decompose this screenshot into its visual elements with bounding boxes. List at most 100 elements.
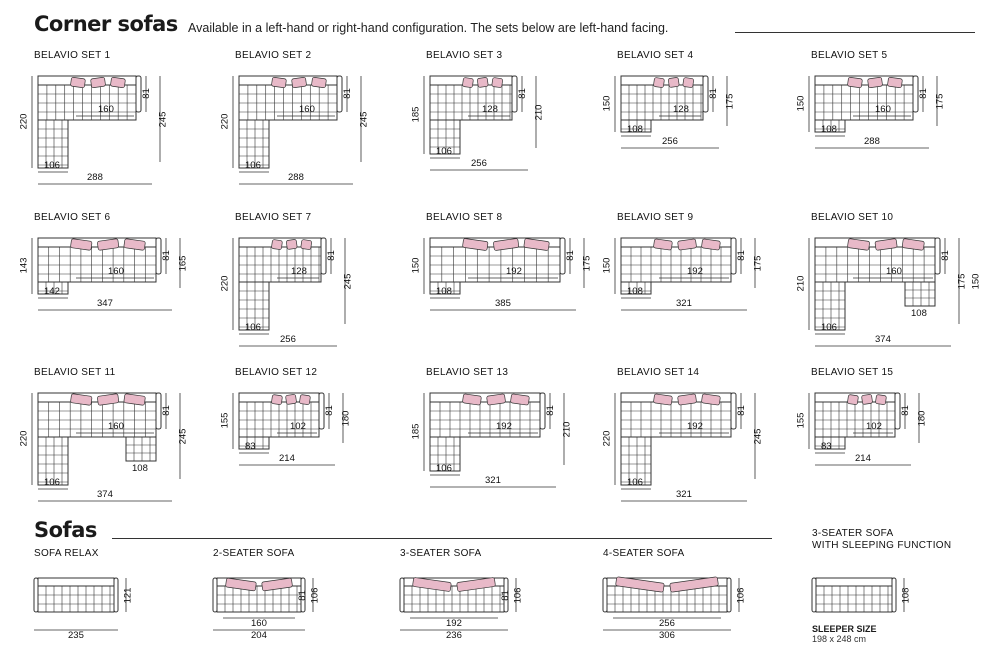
set-6-chaise-dim: 142 [44, 286, 60, 297]
set-8-seat-dim: 192 [506, 266, 522, 277]
set-2-depth: 81 [341, 88, 353, 99]
set-5-depth: 81 [917, 88, 929, 99]
set-7-seat [238, 246, 322, 283]
sofas-heading: Sofas [34, 518, 97, 542]
set-2-label: BELAVIO SET 2 [235, 50, 312, 61]
set-6-arm [155, 237, 162, 275]
set-9-label: BELAVIO SET 9 [617, 212, 694, 223]
set-13-left-height: 185 [410, 423, 422, 440]
set-14-seat [620, 401, 732, 438]
set-1-right-height: 245 [157, 111, 169, 128]
set-15-chaise-dim: 83 [821, 441, 832, 452]
sofas-rule [112, 538, 772, 539]
set-14-depth: 81 [735, 405, 747, 416]
set-13-cushion [462, 393, 482, 406]
set-8-chaise-dim: 108 [436, 286, 452, 297]
sofa-3-arm-left [399, 577, 405, 613]
set-2-arm [336, 75, 343, 113]
sofa-1-arm-left [33, 577, 39, 613]
sofa-1-label: SOFA RELAX [34, 548, 99, 559]
set-14-left-height: 220 [601, 430, 613, 447]
set-10-extra-height: 150 [970, 273, 982, 290]
sofa-5-arm-left [811, 577, 817, 613]
set-4-depth: 81 [707, 88, 719, 99]
set-15-cushion [847, 394, 859, 405]
set-8-seat [429, 246, 561, 283]
set-2-right-height: 245 [358, 111, 370, 128]
set-9-right-height: 175 [752, 255, 764, 272]
corner-sofas-heading: Corner sofas [34, 12, 178, 36]
set-10-arm [934, 237, 941, 275]
set-3-total-dim: 256 [471, 158, 487, 169]
set-11-label: BELAVIO SET 11 [34, 367, 116, 378]
sofa-4-seat-dim: 256 [659, 618, 675, 629]
set-7-chaise [238, 281, 270, 331]
set-5-cushion [867, 76, 883, 89]
set-11-seat [37, 401, 157, 438]
set-9-depth: 81 [735, 250, 747, 261]
set-12-cushion [271, 394, 283, 405]
set-2-left-height: 220 [219, 113, 231, 130]
sofa-4-label: 4-SEATER SOFA [603, 548, 685, 559]
set-13-arm [539, 392, 546, 430]
set-12-chaise-dim: 83 [245, 441, 256, 452]
sleeper-size-value: 198 x 248 cm [812, 634, 867, 644]
set-5-arm [912, 75, 919, 113]
set-12-right-height: 180 [340, 410, 352, 427]
set-1-chaise [37, 119, 69, 169]
set-7-label: BELAVIO SET 7 [235, 212, 312, 223]
set-8-arm [559, 237, 566, 275]
set-11-chaise2-dim: 108 [132, 463, 148, 474]
set-10-chaise2 [904, 281, 936, 307]
set-7-seat-dim: 128 [291, 266, 307, 277]
set-4-left-height: 150 [601, 95, 613, 112]
set-10-cushion [874, 238, 898, 251]
set-10-seat [814, 246, 936, 283]
set-7-depth: 81 [325, 250, 337, 261]
set-13-cushion [510, 393, 530, 406]
set-11-cushion [123, 393, 146, 406]
sofa-3-seat-depth: 81 [499, 590, 511, 601]
set-6-left-height: 143 [18, 257, 30, 274]
sofa-3-seat-dim: 192 [446, 618, 462, 629]
set-15-cushion [861, 394, 873, 405]
sofa-1-depth: 121 [122, 587, 134, 604]
set-1-chaise-dim: 106 [44, 160, 60, 171]
sofa-4-arm-right [726, 577, 732, 613]
sofa-4-depth: 106 [735, 587, 747, 604]
set-9-cushion [653, 238, 673, 251]
set-8-left-height: 150 [410, 257, 422, 274]
sofa-5-label-2: WITH SLEEPING FUNCTION [812, 540, 952, 551]
set-5-total-dim: 288 [864, 136, 880, 147]
set-13-chaise [429, 436, 461, 472]
sofa-2-seat-depth: 81 [296, 590, 308, 601]
set-14-label: BELAVIO SET 14 [617, 367, 700, 378]
set-6-cushion [123, 238, 146, 251]
set-7-chaise-dim: 106 [245, 322, 261, 333]
set-13-depth: 81 [544, 405, 556, 416]
set-3-cushion [491, 77, 503, 88]
set-3-left-height: 185 [410, 106, 422, 123]
set-12-label: BELAVIO SET 12 [235, 367, 318, 378]
set-6-cushion [97, 238, 120, 251]
set-10-right-height: 175 [956, 273, 968, 290]
set-10-total-dim: 374 [875, 334, 891, 345]
set-14-arm [730, 392, 737, 430]
set-9-cushion [701, 238, 721, 251]
set-3-chaise-dim: 106 [436, 146, 452, 157]
heading-rule [735, 32, 975, 33]
sofa-5-label-1: 3-SEATER SOFA [812, 528, 894, 539]
sofa-3-arm-right [503, 577, 509, 613]
set-13-seat-dim: 192 [496, 421, 512, 432]
sleeper-size-title: SLEEPER SIZE [812, 624, 877, 634]
set-4-seat [620, 84, 704, 121]
set-13-right-height: 210 [561, 421, 573, 438]
set-6-label: BELAVIO SET 6 [34, 212, 111, 223]
sofa-3-label: 3-SEATER SOFA [400, 548, 482, 559]
set-10-chaise2-dim: 108 [911, 308, 927, 319]
set-7-arm [320, 237, 327, 275]
sofa-2-seat [216, 585, 302, 613]
set-11-right-height: 245 [177, 428, 189, 445]
corner-sofas-subheading: Available in a left-hand or right-hand c… [188, 21, 669, 35]
set-6-depth: 81 [160, 250, 172, 261]
